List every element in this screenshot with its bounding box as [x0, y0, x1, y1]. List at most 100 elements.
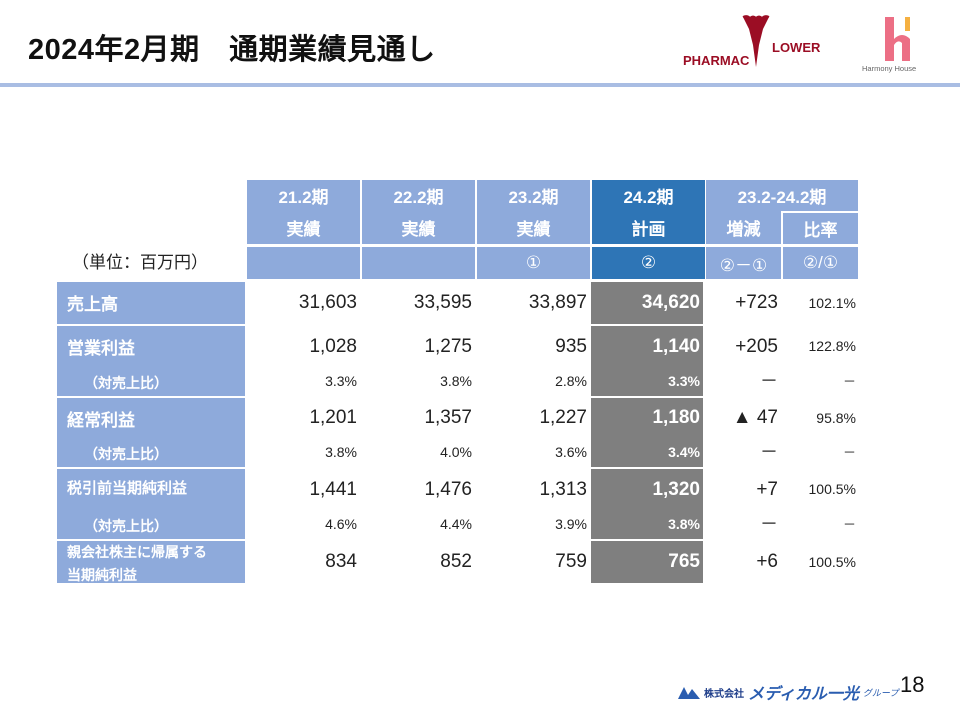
- mountain-icon: [678, 687, 700, 699]
- plan-column-cell: [591, 469, 703, 539]
- ratio-header: 比率: [783, 213, 858, 244]
- company-prefix: 株式会社: [704, 688, 744, 700]
- value-cell: 1,201: [309, 407, 357, 428]
- unit-label: （単位：百万円）: [72, 253, 208, 272]
- brand-name: メディカル一光: [748, 686, 859, 703]
- medical-ikkou-logo: 株式会社 メディカル一光 グループ: [678, 680, 898, 704]
- ratio-cell: 3.6%: [555, 444, 587, 460]
- ratio-cell: 4.6%: [325, 516, 357, 532]
- page-title: 2024年2月期 通期業績見通し: [28, 34, 436, 66]
- ratio-cell: 3.8%: [440, 373, 472, 389]
- growth-cell: 122.8%: [808, 338, 856, 354]
- row-label: 営業利益: [67, 339, 135, 358]
- growth-cell: 95.8%: [816, 410, 856, 426]
- ratio-cell: 3.8%: [668, 516, 700, 532]
- plan-column-cell: [591, 326, 703, 396]
- ratio-cell: 3.4%: [668, 444, 700, 460]
- column-type-header: 実績: [362, 211, 475, 244]
- pharmac-flower-logo: PHARMAC LOWER: [683, 15, 833, 73]
- value-cell: 34,620: [641, 292, 700, 313]
- growth-ratio-cell: －: [842, 374, 856, 389]
- diff-cell: +6: [756, 551, 778, 572]
- diff-cell: +7: [756, 479, 778, 500]
- column-ref-header: ①: [477, 247, 590, 279]
- lower-text: LOWER: [772, 40, 821, 55]
- column-period-header: 21.2期: [247, 180, 360, 211]
- row-label: 税引前当期純利益: [67, 480, 188, 497]
- value-cell: 834: [325, 551, 357, 572]
- row-label-block: [57, 541, 245, 583]
- diff-cell: +205: [735, 336, 778, 357]
- value-cell: 31,603: [298, 292, 357, 313]
- growth-ratio-cell: －: [842, 517, 856, 532]
- value-cell: 1,441: [309, 479, 357, 500]
- value-cell: 759: [555, 551, 587, 572]
- harmony-h-icon: Harmony House: [862, 17, 916, 73]
- value-cell: 33,595: [413, 292, 472, 313]
- change-period-header: 23.2-24.2期: [706, 180, 858, 211]
- column-ref-header: [247, 247, 360, 279]
- ratio-cell: 3.9%: [555, 516, 587, 532]
- diff-ratio-cell: －: [760, 514, 778, 534]
- value-cell: 935: [555, 336, 587, 357]
- diff-ref-header: ②－①: [706, 247, 781, 279]
- flower-icon: PHARMAC LOWER: [683, 15, 821, 68]
- row-label-block: [57, 282, 245, 324]
- row-label: 売上高: [67, 295, 118, 314]
- growth-cell: 102.1%: [808, 295, 856, 311]
- ratio-cell: 2.8%: [555, 373, 587, 389]
- diff-ratio-cell: －: [760, 371, 778, 391]
- plan-column-cell: [591, 282, 703, 324]
- growth-ratio-cell: －: [842, 445, 856, 460]
- group-label: グループ: [862, 687, 899, 698]
- sub-row-label: （対売上比）: [84, 518, 168, 534]
- diff-ratio-cell: －: [760, 442, 778, 462]
- plan-column-cell: [591, 541, 703, 583]
- row-label-block: [57, 469, 245, 539]
- pharmac-text: PHARMAC: [683, 53, 750, 68]
- column-ref-header: [362, 247, 475, 279]
- value-cell: 1,357: [424, 407, 472, 428]
- page-number: 18: [900, 672, 925, 697]
- ratio-ref-header: ②/①: [783, 247, 858, 279]
- value-cell: 1,140: [652, 336, 700, 357]
- value-cell: 1,313: [539, 479, 587, 500]
- value-cell: 1,227: [539, 407, 587, 428]
- ratio-cell: 3.8%: [325, 444, 357, 460]
- diff-header: 増減: [706, 211, 781, 244]
- ratio-cell: 3.3%: [325, 373, 357, 389]
- value-cell: 1,320: [652, 479, 700, 500]
- harmony-house-logo: Harmony House: [860, 14, 940, 74]
- sub-row-label: （対売上比）: [84, 446, 168, 462]
- ratio-cell: 4.0%: [440, 444, 472, 460]
- growth-cell: 100.5%: [808, 481, 856, 497]
- diff-cell: +723: [735, 292, 778, 313]
- value-cell: 852: [440, 551, 472, 572]
- column-period-header: 22.2期: [362, 180, 475, 211]
- column-period-header: 24.2期: [592, 180, 705, 211]
- ratio-cell: 3.3%: [668, 373, 700, 389]
- column-ref-header: ②: [592, 247, 705, 279]
- value-cell: 33,897: [528, 292, 587, 313]
- plan-column-cell: [591, 398, 703, 467]
- column-type-header: 実績: [477, 211, 590, 244]
- value-cell: 1,180: [652, 407, 700, 428]
- column-type-header: 実績: [247, 211, 360, 244]
- header-divider: [0, 83, 960, 87]
- row-label: 経常利益: [67, 411, 135, 430]
- value-cell: 1,028: [309, 336, 357, 357]
- value-cell: 1,476: [424, 479, 472, 500]
- diff-cell: ▲ 47: [732, 407, 778, 428]
- ratio-cell: 4.4%: [440, 516, 472, 532]
- value-cell: 1,275: [424, 336, 472, 357]
- growth-cell: 100.5%: [808, 554, 856, 570]
- row-label-block: [57, 326, 245, 396]
- column-period-header: 23.2期: [477, 180, 590, 211]
- harmony-text: Harmony House: [862, 64, 916, 73]
- sub-row-label: （対売上比）: [84, 375, 168, 391]
- row-label-line2: 当期純利益: [67, 567, 137, 583]
- column-type-header: 計画: [592, 211, 705, 244]
- row-label-block: [57, 398, 245, 467]
- row-label: 親会社株主に帰属する: [67, 544, 207, 560]
- value-cell: 765: [668, 551, 700, 572]
